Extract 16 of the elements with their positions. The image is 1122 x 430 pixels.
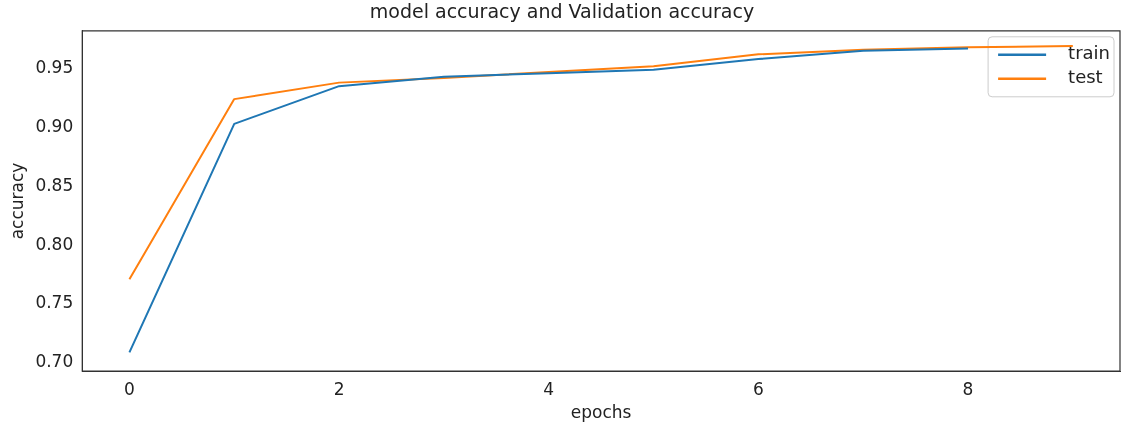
x-tick-label: 6 bbox=[752, 378, 764, 399]
legend-label: train bbox=[1068, 42, 1111, 64]
x-axis-title: epochs bbox=[570, 402, 632, 423]
y-tick-label: 0.75 bbox=[35, 292, 74, 313]
x-tick-label: 8 bbox=[962, 378, 974, 399]
x-tick-label: 0 bbox=[124, 378, 135, 399]
legend-label: test bbox=[1068, 66, 1103, 88]
chart-title: model accuracy and Validation accuracy bbox=[369, 0, 755, 23]
x-tick-label: 2 bbox=[333, 378, 345, 399]
y-tick-label: 0.80 bbox=[35, 233, 74, 254]
y-tick-label: 0.90 bbox=[35, 115, 74, 136]
y-tick-label: 0.70 bbox=[35, 351, 74, 372]
x-tick-label: 4 bbox=[543, 378, 555, 399]
y-axis-title: accuracy bbox=[6, 162, 27, 240]
y-tick-label: 0.95 bbox=[35, 56, 74, 77]
y-tick-label: 0.85 bbox=[35, 174, 74, 195]
